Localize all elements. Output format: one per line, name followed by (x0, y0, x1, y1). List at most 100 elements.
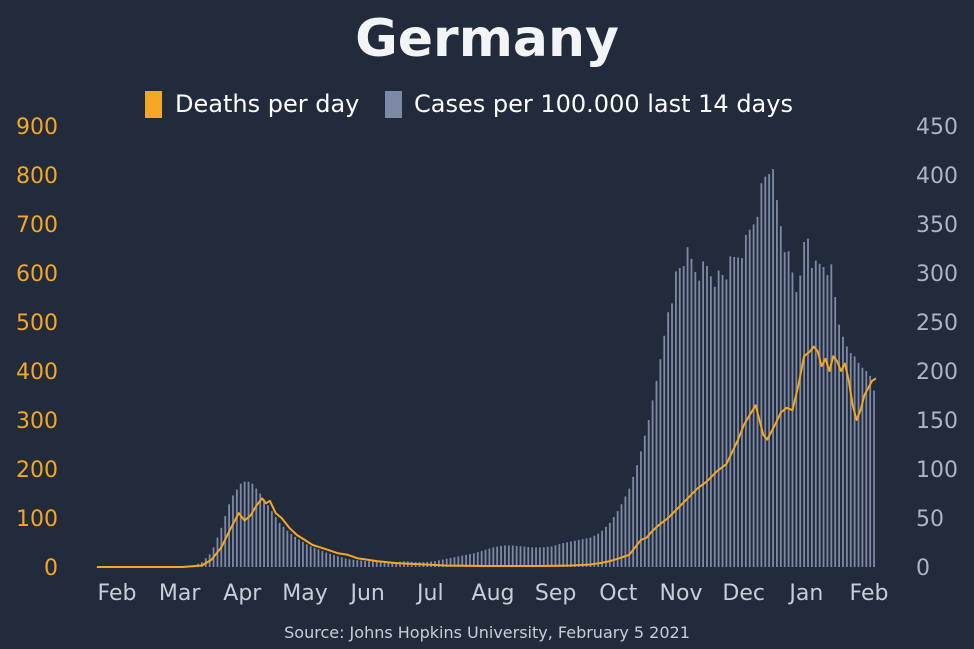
x-tick-label: Apr (223, 581, 262, 606)
cases-bar (235, 489, 238, 567)
cases-bar (449, 557, 452, 567)
cases-bar (799, 275, 802, 567)
x-tick-label: Aug (472, 581, 515, 606)
cases-bar (391, 562, 394, 567)
cases-bar (546, 546, 549, 567)
cases-bar (577, 539, 580, 567)
cases-bar (690, 258, 693, 567)
cases-bar (267, 505, 269, 567)
cases-bar (659, 359, 662, 567)
y-left-tick-label: 0 (44, 556, 58, 581)
chart-title: Germany (355, 9, 619, 69)
cases-bar (869, 375, 872, 567)
cases-bar (756, 216, 759, 567)
cases-bar (344, 558, 347, 567)
cases-bar (795, 292, 798, 567)
y-right-tick-label: 350 (916, 213, 958, 238)
cases-bar (744, 234, 747, 567)
y-right-tick-label: 250 (916, 311, 958, 336)
cases-bar (484, 549, 487, 567)
y-right-tick-label: 300 (916, 262, 958, 287)
cases-bar (655, 380, 658, 567)
cases-bar (842, 336, 844, 567)
cases-bar (313, 547, 316, 567)
cases-bar (305, 544, 308, 567)
cases-bars (96, 169, 875, 568)
cases-bar (472, 553, 475, 567)
legend-label-cases: Cases per 100.000 last 14 days (414, 90, 793, 118)
cases-bar (616, 511, 619, 567)
x-tick-label: Feb (850, 581, 889, 606)
x-tick-label: Dec (722, 581, 765, 606)
cases-bar (647, 420, 650, 567)
cases-bar (488, 548, 491, 567)
cases-bar (570, 541, 572, 567)
x-tick-label: Feb (98, 581, 137, 606)
cases-bar (643, 435, 646, 567)
cases-bar (379, 561, 382, 567)
cases-bar (399, 561, 401, 567)
cases-bar (663, 335, 666, 567)
x-tick-label: Jun (348, 581, 384, 606)
cases-bar (232, 495, 234, 567)
y-left-tick-label: 700 (16, 213, 58, 238)
cases-bar (803, 242, 806, 568)
cases-bar (352, 559, 355, 567)
y-axis-right: 0 50 100 150 200 250 300 350 400 450 (916, 115, 958, 581)
cases-bar (302, 541, 304, 567)
cases-bar (597, 533, 600, 567)
x-tick-label: Oct (599, 581, 637, 606)
legend-swatch-deaths (145, 91, 162, 118)
cases-bar (581, 539, 584, 567)
y-right-tick-label: 400 (916, 164, 958, 189)
cases-bar (515, 545, 518, 567)
cases-bar (667, 312, 670, 567)
x-tick-label: Mar (159, 581, 201, 606)
cases-bar (752, 224, 755, 567)
cases-bar (321, 550, 324, 567)
cases-bar (255, 488, 258, 567)
cases-bar (624, 496, 627, 567)
cases-bar (298, 539, 300, 567)
cases-bar (810, 268, 813, 567)
cases-bar (826, 275, 829, 567)
cases-bar (830, 264, 833, 567)
cases-bar (845, 346, 848, 567)
cases-bar (838, 324, 840, 567)
cases-bar (818, 263, 821, 567)
cases-bar (368, 561, 370, 567)
cases-bar (251, 483, 254, 567)
cases-bar (496, 546, 499, 567)
cases-bar (857, 362, 860, 567)
cases-bar (531, 547, 534, 567)
cases-bar (558, 544, 561, 567)
cases-bar (504, 545, 506, 567)
cases-bar (492, 547, 495, 567)
cases-bar (593, 535, 596, 567)
cases-bar (741, 258, 743, 567)
cases-bar (461, 555, 464, 567)
y-left-tick-label: 600 (16, 262, 58, 287)
cases-bar (849, 353, 852, 567)
cases-bar (573, 540, 576, 567)
cases-bar (814, 260, 817, 567)
cases-bar (465, 554, 468, 567)
cases-bar (706, 265, 708, 567)
cases-bar (737, 257, 739, 567)
cases-bar (776, 200, 778, 567)
source-note: Source: Johns Hopkins University, Februa… (284, 623, 690, 642)
cases-bar (286, 530, 289, 567)
cases-bar (698, 280, 701, 567)
cases-bar (834, 296, 837, 567)
cases-bar (671, 303, 673, 567)
cases-bar (554, 545, 557, 567)
cases-bar (686, 247, 689, 567)
y-right-tick-label: 100 (916, 458, 958, 483)
cases-bar (682, 266, 685, 567)
cases-bar (550, 546, 553, 567)
cases-bar (348, 559, 351, 567)
cases-bar (779, 226, 782, 567)
cases-bar (336, 556, 339, 567)
cases-bar (317, 549, 320, 567)
cases-bar (441, 559, 444, 567)
